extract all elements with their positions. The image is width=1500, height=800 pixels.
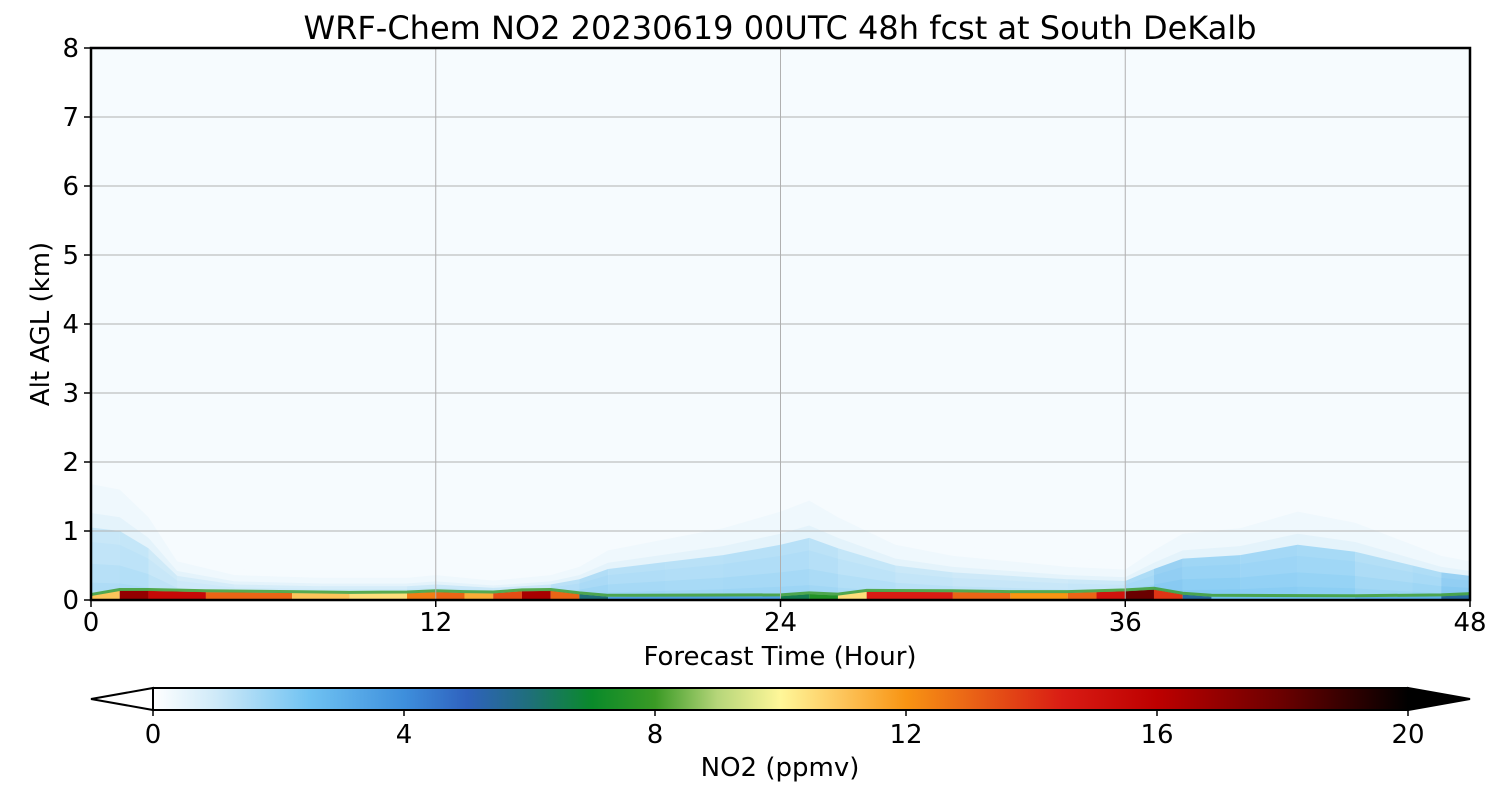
- no2-surface-segment-24: [1182, 594, 1212, 600]
- no2-column-15: [809, 537, 838, 600]
- x-tick-label-48: 48: [1453, 608, 1486, 638]
- no2-surface-segment-4: [292, 592, 350, 600]
- no2-column-23: [1182, 555, 1241, 600]
- no2-surface-segment-5: [349, 593, 408, 600]
- x-tick-label-24: 24: [764, 608, 797, 638]
- x-axis-label: Forecast Time (Hour): [643, 642, 916, 672]
- x-tick-label-36: 36: [1109, 608, 1142, 638]
- no2-column-26: [1355, 551, 1413, 600]
- no2-surface-segment-16: [837, 591, 867, 600]
- no2-surface-segment-12: [579, 594, 609, 600]
- colorbar-min-extend: [90, 686, 154, 712]
- no2-surface-segment-19: [1010, 592, 1068, 600]
- no2-surface-segment-20: [1067, 592, 1097, 600]
- no2-column-16: [837, 548, 896, 600]
- colorbar-tick-label-12: 12: [889, 720, 922, 750]
- no2-column-27: [1412, 565, 1442, 600]
- y-tick-label-8: 8: [62, 34, 79, 64]
- no2-surface-segment-11: [550, 590, 580, 600]
- x-tick-label-12: 12: [419, 608, 452, 638]
- colorbar-tick-label-8: 8: [647, 720, 664, 750]
- no2-column-2: [148, 548, 178, 600]
- colorbar-tick-label-16: 16: [1140, 720, 1173, 750]
- colorbar-label: NO2 (ppmv): [701, 753, 860, 783]
- y-tick-label-1: 1: [62, 517, 79, 547]
- colorbar-ticks: 0 4 8 12 16 20: [145, 710, 1425, 750]
- no2-column-11: [608, 562, 666, 600]
- colorbar-max-extend: [1407, 686, 1471, 712]
- no2-surface-segment-1: [119, 590, 149, 600]
- y-tick-label-2: 2: [62, 448, 79, 478]
- no2-column-25: [1297, 544, 1356, 600]
- y-tick-label-0: 0: [62, 586, 79, 616]
- colorbar-tick-label-0: 0: [145, 720, 162, 750]
- no2-surface-segment-17: [866, 591, 953, 600]
- no2-surface-segment-22: [1125, 589, 1154, 600]
- no2-column-14: [780, 537, 810, 600]
- y-tick-label-3: 3: [62, 379, 79, 409]
- colorbar-frame: [152, 687, 1409, 711]
- y-tick-label-5: 5: [62, 241, 79, 271]
- y-axis: 0 1 2 3 4 5 6 7 8: [62, 34, 91, 616]
- no2-surface-segment-9: [493, 591, 522, 600]
- no2-surface-segment-6: [407, 592, 436, 600]
- no2-surface-segment-18: [952, 592, 1011, 600]
- no2-column-12: [665, 555, 724, 600]
- no2-column-13: [723, 544, 781, 600]
- no2-surface-segment-7: [435, 592, 465, 600]
- colorbar-tick-label-20: 20: [1391, 720, 1424, 750]
- no2-column-1: [119, 531, 149, 600]
- no2-surface-segment-21: [1096, 591, 1126, 600]
- colorbar: 0 4 8 12 16 20 NO2 (ppmv): [90, 686, 1471, 783]
- y-tick-label-6: 6: [62, 172, 79, 202]
- colorbar-gradient: [153, 688, 1408, 710]
- y-tick-label-7: 7: [62, 103, 79, 133]
- y-tick-label-4: 4: [62, 310, 79, 340]
- x-tick-label-0: 0: [83, 608, 100, 638]
- chart-title: WRF-Chem NO2 20230619 00UTC 48h fcst at …: [304, 9, 1257, 47]
- no2-surface-segment-0: [91, 590, 120, 600]
- y-axis-label: Alt AGL (km): [26, 242, 56, 406]
- no2-surface-segment-14: [780, 594, 810, 600]
- x-axis: 0 12 24 36 48: [83, 600, 1487, 638]
- no2-column-24: [1240, 544, 1298, 600]
- no2-surface-segment-2: [148, 590, 206, 600]
- no2-surface-segment-10: [521, 590, 551, 600]
- no2-column-0: [91, 527, 120, 600]
- no2-surface-segment-8: [464, 592, 494, 600]
- no2-surface-segment-3: [205, 592, 293, 600]
- no2-surface-segment-23: [1153, 589, 1183, 600]
- plot-area: [89, 46, 1472, 602]
- colorbar-tick-label-4: 4: [396, 720, 413, 750]
- no2-surface-segment-15: [809, 594, 838, 600]
